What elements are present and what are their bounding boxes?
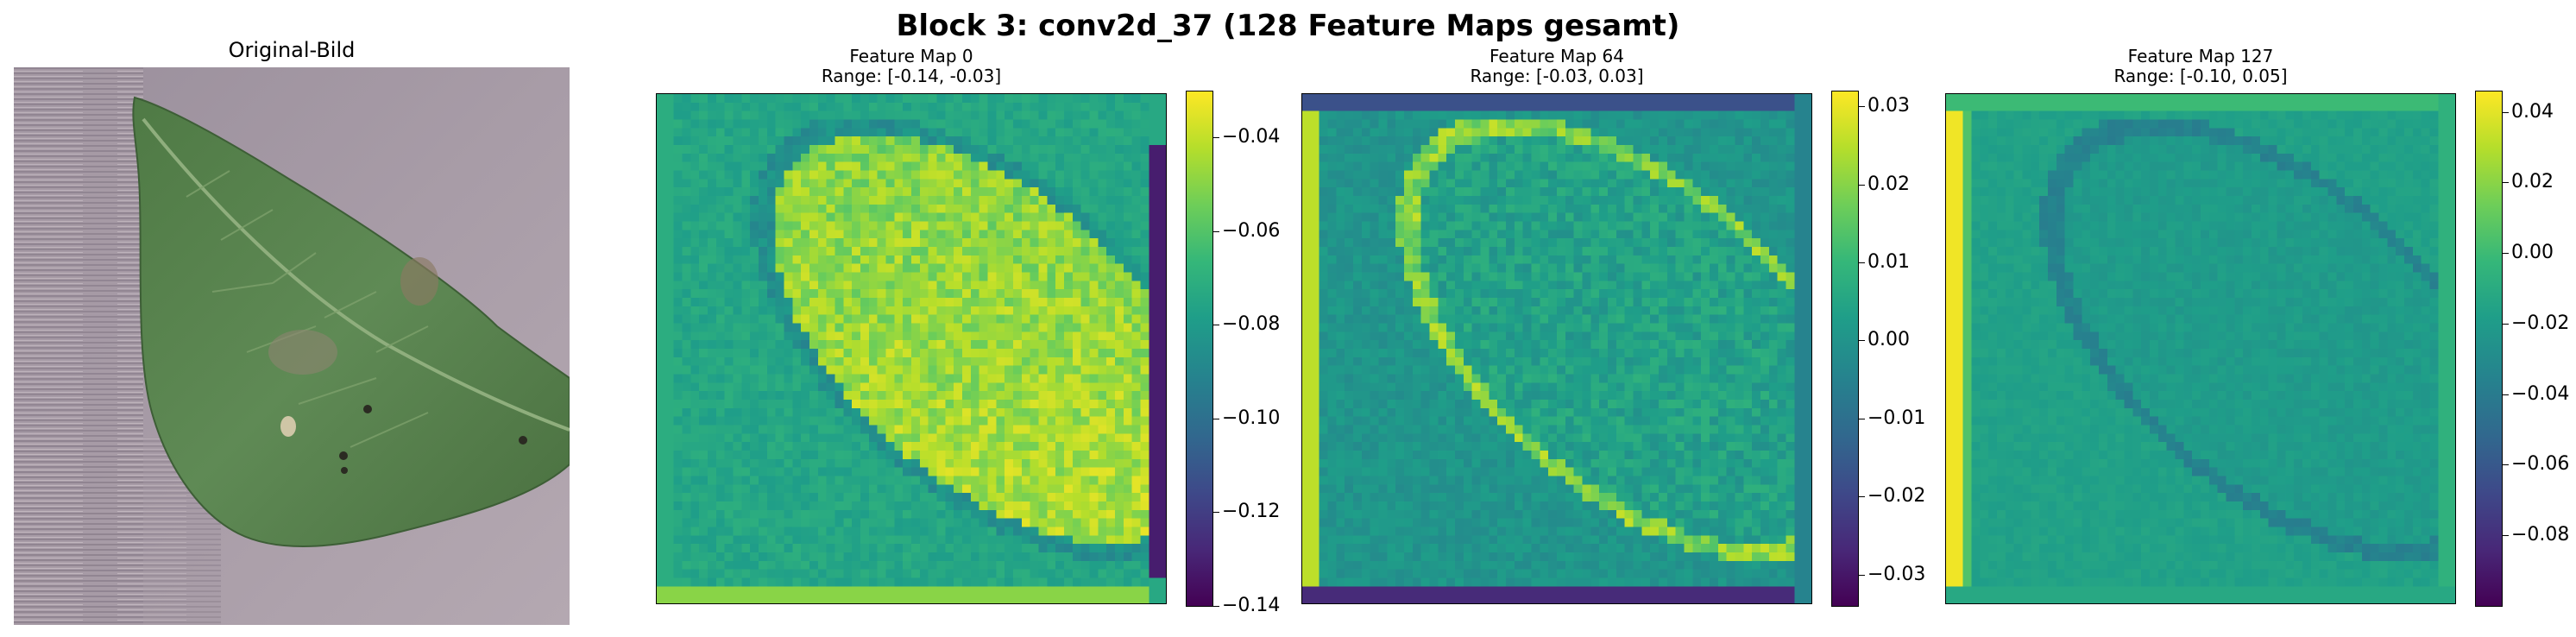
colorbar-tick-label: 0.00 [1867, 329, 1910, 350]
original-image-title: Original-Bild [228, 38, 356, 62]
colorbar-tick-label: 0.01 [1867, 251, 1910, 273]
colorbar-tick-label: 0.02 [2511, 171, 2554, 192]
colorbar-tick [2503, 464, 2509, 465]
colorbar-gradient [1831, 91, 1859, 607]
colorbar-tick-label: −0.01 [1867, 407, 1926, 429]
feature-map-0-heatmap [656, 93, 1167, 604]
feature-map-64-range: Range: [-0.03, 0.03] [1470, 66, 1644, 86]
feature-map-64-colorbar: 0.03 0.02 0.01 0.00 −0.01 −0.02 −0.03 [1831, 91, 1926, 607]
feature-map-64-heatmap [1301, 93, 1812, 604]
colorbar-tick-label: −0.06 [2511, 453, 2570, 475]
figure-title: Block 3: conv2d_37 (128 Feature Maps ges… [896, 9, 1680, 43]
colorbar-tick-label: −0.04 [2511, 383, 2570, 405]
colorbar-tick [1859, 185, 1865, 186]
original-leaf-image [14, 67, 570, 625]
colorbar-tick [1859, 340, 1865, 341]
colorbar-tick-label: 0.04 [2511, 101, 2554, 123]
colorbar-tick [1213, 137, 1219, 138]
colorbar-gradient [2475, 91, 2503, 607]
colorbar-tick [2503, 535, 2509, 536]
colorbar-tick [2503, 253, 2509, 254]
colorbar-tick [1859, 106, 1865, 107]
colorbar-tick-label: −0.04 [1222, 126, 1281, 148]
colorbar-tick-label: −0.10 [1222, 407, 1281, 429]
feature-map-0-range: Range: [-0.14, -0.03] [821, 66, 1002, 86]
feature-map-127-range: Range: [-0.10, 0.05] [2113, 66, 2288, 86]
colorbar-tick [1859, 575, 1865, 576]
feature-map-127-heatmap [1945, 93, 2456, 604]
colorbar-tick [2503, 394, 2509, 395]
colorbar-tick [2503, 324, 2509, 325]
feature-map-127-colorbar: 0.04 0.02 0.00 −0.02 −0.04 −0.06 −0.08 [2475, 91, 2570, 607]
colorbar-tick [1213, 231, 1219, 232]
colorbar-tick-label: −0.14 [1222, 595, 1281, 616]
colorbar-tick-label: 0.02 [1867, 173, 1910, 195]
colorbar-tick-label: −0.08 [2511, 524, 2570, 546]
feature-map-127-title: Feature Map 127 [2127, 46, 2274, 66]
colorbar-tick [1213, 512, 1219, 513]
colorbar-tick [2503, 112, 2509, 113]
colorbar-tick [1213, 606, 1219, 607]
feature-map-64-title: Feature Map 64 [1490, 46, 1624, 66]
colorbar-tick-label: −0.03 [1867, 564, 1926, 585]
colorbar-tick [1859, 496, 1865, 497]
feature-map-0-title: Feature Map 0 [849, 46, 973, 66]
colorbar-tick [2503, 182, 2509, 183]
colorbar-gradient [1186, 91, 1213, 607]
colorbar-tick [1859, 262, 1865, 263]
colorbar-tick-label: −0.08 [1222, 313, 1281, 335]
colorbar-tick-label: 0.03 [1867, 95, 1910, 117]
colorbar-tick-label: 0.00 [2511, 242, 2554, 263]
colorbar-tick-label: −0.12 [1222, 501, 1281, 522]
colorbar-tick-label: −0.02 [1867, 485, 1926, 507]
colorbar-tick-label: −0.02 [2511, 312, 2570, 334]
feature-map-0-colorbar: −0.04 −0.06 −0.08 −0.10 −0.12 −0.14 [1186, 91, 1281, 615]
colorbar-tick-label: −0.06 [1222, 220, 1281, 242]
